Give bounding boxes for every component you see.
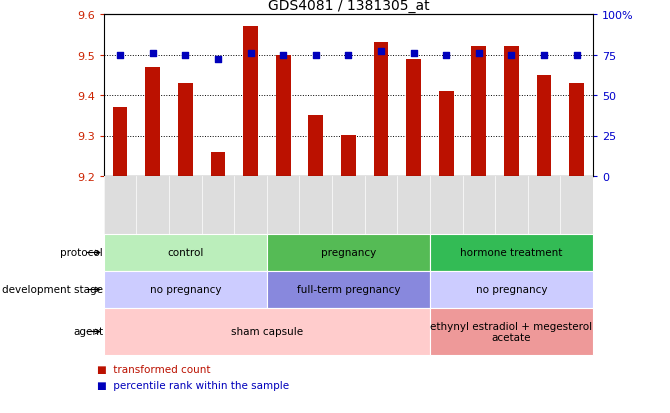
Point <box>278 52 289 59</box>
Bar <box>267 271 430 308</box>
Bar <box>472 47 486 177</box>
Text: no pregnancy: no pregnancy <box>476 285 547 295</box>
Bar <box>430 308 593 355</box>
Point <box>147 50 158 57</box>
Bar <box>267 235 430 271</box>
Bar <box>570 84 584 177</box>
Bar <box>104 271 267 308</box>
Text: hormone treatment: hormone treatment <box>460 248 563 258</box>
Point <box>180 52 191 59</box>
Bar <box>308 116 323 177</box>
Point <box>212 57 223 64</box>
Bar <box>210 152 225 177</box>
Text: ethynyl estradiol + megesterol
acetate: ethynyl estradiol + megesterol acetate <box>430 321 592 342</box>
Bar <box>406 59 421 177</box>
Point <box>539 52 549 59</box>
Point <box>115 52 125 59</box>
Point <box>441 52 452 59</box>
Text: pregnancy: pregnancy <box>321 248 376 258</box>
Point <box>245 50 256 57</box>
Point <box>572 52 582 59</box>
Point <box>376 49 387 55</box>
Bar <box>341 136 356 177</box>
Bar <box>104 235 267 271</box>
Bar <box>178 84 193 177</box>
Point <box>506 52 517 59</box>
Text: agent: agent <box>73 327 103 337</box>
Text: full-term pregnancy: full-term pregnancy <box>297 285 400 295</box>
Bar <box>430 271 593 308</box>
Title: GDS4081 / 1381305_at: GDS4081 / 1381305_at <box>267 0 429 12</box>
Bar <box>439 92 454 177</box>
Bar <box>113 108 127 177</box>
Text: no pregnancy: no pregnancy <box>149 285 221 295</box>
Text: sham capsule: sham capsule <box>231 327 303 337</box>
Bar <box>374 43 389 177</box>
Bar <box>145 67 160 177</box>
Text: control: control <box>168 248 204 258</box>
Text: protocol: protocol <box>60 248 103 258</box>
Point <box>474 50 484 57</box>
Bar <box>504 47 519 177</box>
Text: development stage: development stage <box>2 285 103 295</box>
Bar <box>276 55 291 177</box>
Point <box>310 52 321 59</box>
Bar <box>243 27 258 177</box>
Bar <box>104 308 430 355</box>
Text: ■  transformed count: ■ transformed count <box>97 364 210 374</box>
Text: ■  percentile rank within the sample: ■ percentile rank within the sample <box>97 380 289 390</box>
Bar <box>537 76 551 177</box>
Bar <box>430 235 593 271</box>
Point <box>408 50 419 57</box>
Point <box>343 52 354 59</box>
